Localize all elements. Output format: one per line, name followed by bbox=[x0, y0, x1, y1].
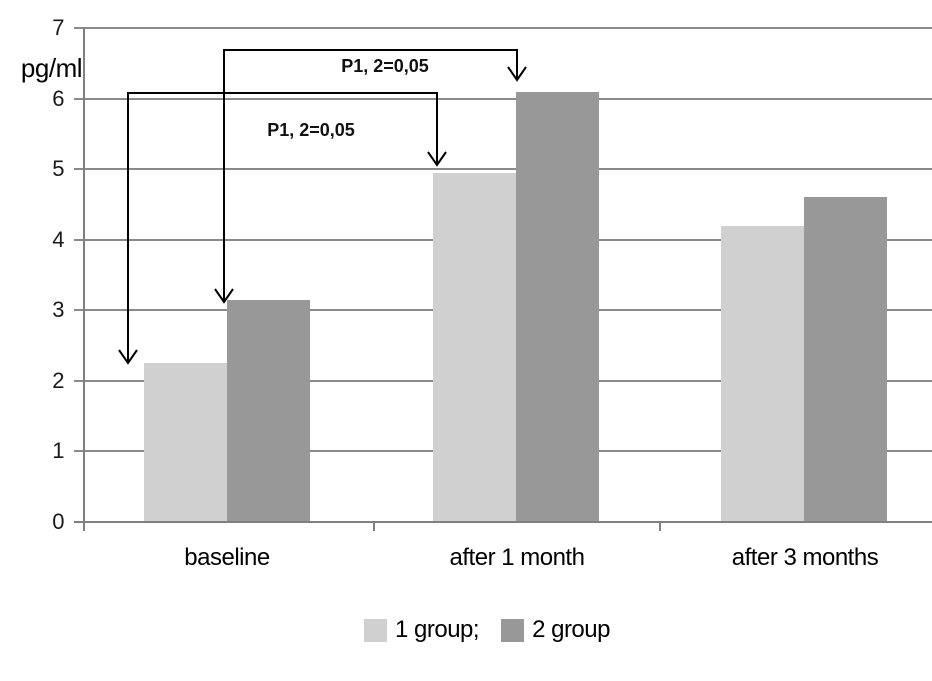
gridline-5 bbox=[74, 168, 932, 171]
y-tick-label-0: 0 bbox=[52, 509, 64, 534]
x-category-baseline: baseline bbox=[184, 544, 270, 571]
bar-1-group-after-1-month bbox=[433, 172, 516, 522]
bar-2-group-baseline bbox=[227, 299, 310, 522]
legend-item-group1: 1 group; bbox=[364, 616, 480, 644]
legend: 1 group; 2 group bbox=[364, 616, 610, 644]
arrowhead-group2-after1month bbox=[507, 66, 527, 82]
legend-label-group1: 1 group; bbox=[395, 616, 480, 643]
y-tick-label-7: 7 bbox=[52, 15, 64, 40]
x-axis-line bbox=[74, 521, 932, 523]
gridline-6 bbox=[74, 97, 932, 100]
y-tick-label-5: 5 bbox=[52, 156, 64, 182]
y-tick-label-3: 3 bbox=[52, 297, 64, 323]
annotation-label-lower: P1, 2=0,05 bbox=[267, 120, 355, 140]
bar-2-group-after-3-months bbox=[804, 197, 887, 522]
gridline-7 bbox=[74, 27, 932, 29]
y-tick-label-4: 4 bbox=[52, 226, 64, 252]
bar-2-group-after-1-month bbox=[516, 91, 599, 522]
arrowhead-group1-after1month bbox=[427, 151, 447, 167]
arrowhead-group1-baseline bbox=[118, 349, 138, 365]
x-category-after-1-month: after 1 month bbox=[449, 544, 585, 571]
x-axis-tick-0 bbox=[83, 522, 85, 531]
y-tick-label-1: 1 bbox=[52, 438, 64, 464]
x-category-after-3-months: after 3 months bbox=[731, 544, 879, 571]
annotation-label-upper: P1, 2=0,05 bbox=[341, 56, 429, 76]
legend-swatch-group1 bbox=[364, 618, 387, 642]
y-axis-unit-label: pg/ml bbox=[20, 53, 83, 83]
legend-swatch-group2 bbox=[501, 618, 525, 642]
x-axis-tick-1 bbox=[373, 522, 375, 531]
x-axis-tick-2 bbox=[659, 522, 661, 531]
y-tick-label-2: 2 bbox=[52, 367, 64, 393]
legend-item-group2: 2 group bbox=[501, 616, 610, 644]
y-tick-label-6: 6 bbox=[52, 85, 64, 111]
y-axis-line bbox=[83, 28, 85, 522]
legend-label-group2: 2 group bbox=[532, 616, 610, 643]
bar-1-group-baseline bbox=[144, 363, 227, 522]
bar-1-group-after-3-months bbox=[721, 225, 804, 522]
